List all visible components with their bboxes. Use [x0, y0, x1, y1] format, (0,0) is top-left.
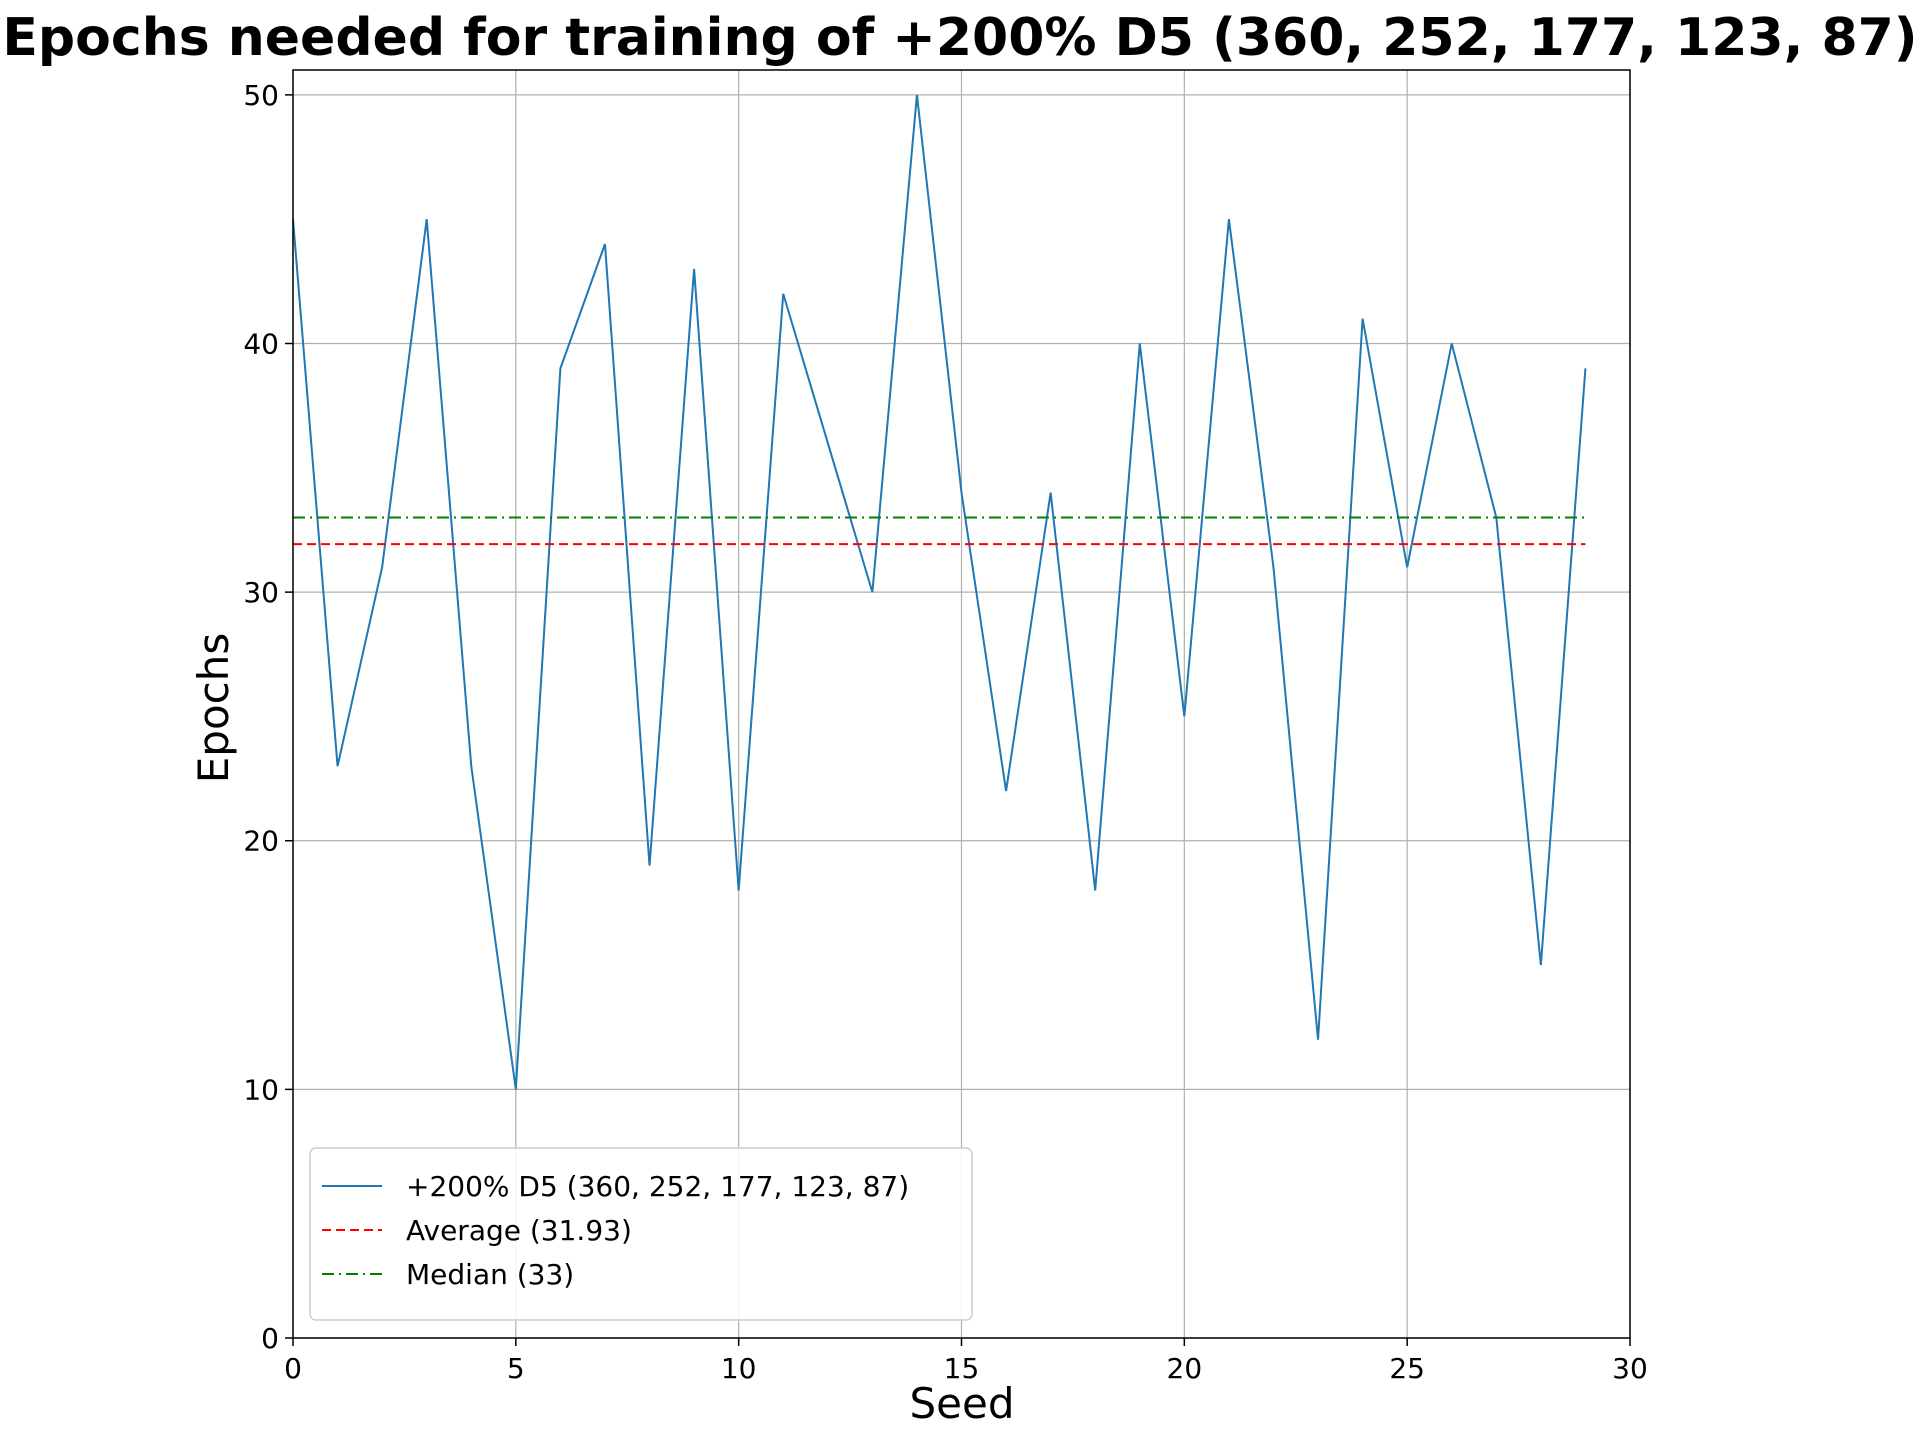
chart-title: Epochs needed for training of +200% D5 (… [2, 8, 1917, 68]
x-tick-label: 20 [1167, 1352, 1203, 1385]
x-tick-label: 15 [944, 1352, 980, 1385]
y-tick-label: 20 [243, 825, 279, 858]
x-tick-label: 5 [507, 1352, 525, 1385]
x-tick-label: 10 [721, 1352, 757, 1385]
legend-label-0: +200% D5 (360, 252, 177, 123, 87) [406, 1170, 909, 1203]
y-tick-label: 40 [243, 327, 279, 360]
series-layer [292, 94, 1587, 1090]
x-tick-label: 0 [284, 1352, 302, 1385]
legend-label-1: Average (31.93) [406, 1214, 632, 1247]
legend-box [309, 1147, 973, 1321]
legend-label-2: Median (33) [406, 1258, 574, 1291]
y-tick-label: 0 [261, 1322, 279, 1355]
x-axis-label: Seed [910, 1379, 1015, 1428]
y-tick-label: 30 [243, 576, 279, 609]
y-tick-label: 10 [243, 1073, 279, 1106]
x-tick-label: 25 [1389, 1352, 1425, 1385]
grid [292, 70, 1631, 1339]
y-axis-label: Epochs [189, 633, 238, 784]
series-line-0 [292, 94, 1587, 1090]
ticks: 0 5 10 15 20 25 30 0 10 20 30 40 50 [243, 79, 1647, 1385]
x-tick-label: 30 [1612, 1352, 1648, 1385]
legend: +200% D5 (360, 252, 177, 123, 87) Average… [309, 1147, 973, 1321]
y-tick-label: 50 [243, 79, 279, 112]
